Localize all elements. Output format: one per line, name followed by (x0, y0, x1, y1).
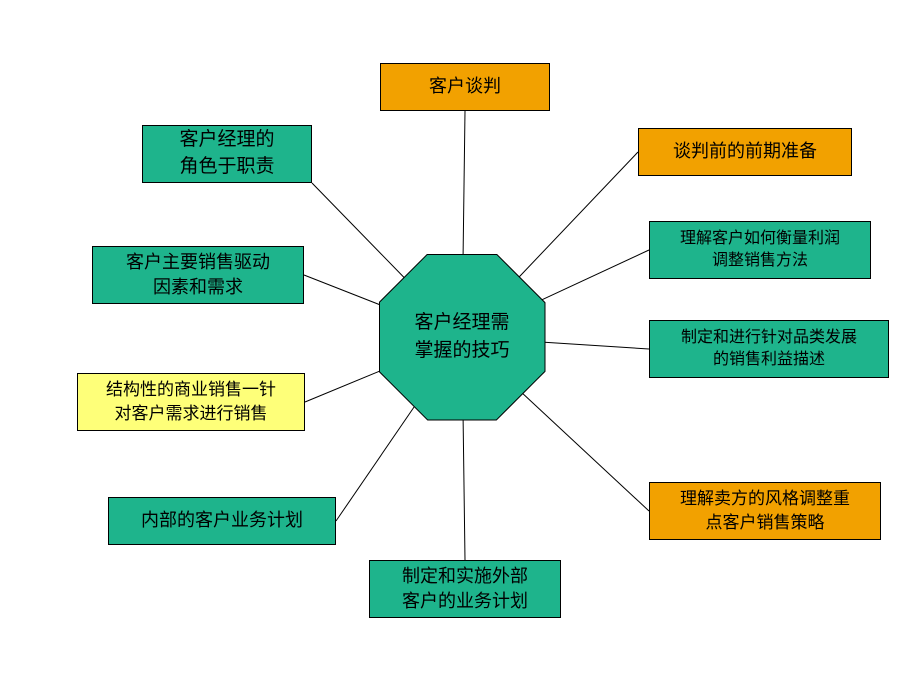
node-n2: 谈判前的前期准备 (638, 128, 852, 176)
connector-n2 (519, 152, 638, 277)
connector-n8 (305, 371, 380, 402)
node-n4: 制定和进行针对品类发展 的销售利益描述 (649, 320, 889, 378)
connector-n3 (542, 250, 649, 300)
node-n3: 理解客户如何衡量利润 调整销售方法 (649, 221, 871, 279)
center-node: 客户经理需 掌握的技巧 (380, 255, 545, 420)
connector-n7 (336, 406, 415, 521)
connector-n1 (463, 111, 465, 255)
node-n8: 结构性的商业销售一针 对客户需求进行销售 (77, 373, 305, 431)
connector-n6 (463, 420, 465, 561)
node-n7: 内部的客户业务计划 (108, 497, 336, 545)
node-n9: 客户主要销售驱动 因素和需求 (92, 246, 304, 304)
node-n5: 理解卖方的风格调整重 点客户销售策略 (649, 482, 881, 540)
node-n6: 制定和实施外部 客户的业务计划 (369, 560, 561, 618)
node-n10: 客户经理的 角色于职责 (142, 125, 312, 183)
connector-n4 (545, 342, 650, 349)
connector-n9 (304, 275, 380, 305)
connector-n10 (312, 183, 404, 278)
connector-n5 (522, 393, 649, 511)
node-n1: 客户谈判 (380, 63, 550, 111)
diagram-canvas: 客户经理需 掌握的技巧 客户谈判谈判前的前期准备理解客户如何衡量利润 调整销售方法… (0, 0, 920, 690)
